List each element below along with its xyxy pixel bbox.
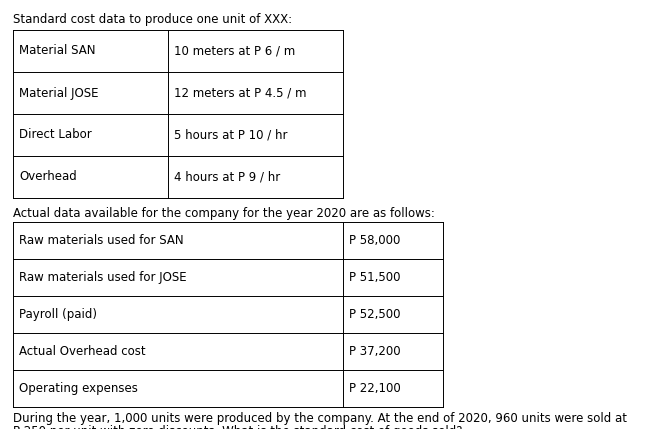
Text: Material SAN: Material SAN (19, 45, 95, 57)
Text: 10 meters at P 6 / m: 10 meters at P 6 / m (174, 45, 295, 57)
Text: P 37,200: P 37,200 (349, 345, 400, 358)
Text: P 51,500: P 51,500 (349, 271, 400, 284)
Text: Raw materials used for JOSE: Raw materials used for JOSE (19, 271, 187, 284)
Text: Material JOSE: Material JOSE (19, 87, 99, 100)
Text: Actual Overhead cost: Actual Overhead cost (19, 345, 145, 358)
Text: During the year, 1,000 units were produced by the company. At the end of 2020, 9: During the year, 1,000 units were produc… (13, 412, 627, 425)
Text: 4 hours at P 9 / hr: 4 hours at P 9 / hr (174, 170, 280, 184)
Text: Direct Labor: Direct Labor (19, 129, 92, 142)
Text: P 250 per unit with zero discounts. What is the standard cost of goods sold?: P 250 per unit with zero discounts. What… (13, 425, 463, 429)
Text: Standard cost data to produce one unit of XXX:: Standard cost data to produce one unit o… (13, 13, 292, 26)
Text: Payroll (paid): Payroll (paid) (19, 308, 97, 321)
Text: 5 hours at P 10 / hr: 5 hours at P 10 / hr (174, 129, 288, 142)
Text: Raw materials used for SAN: Raw materials used for SAN (19, 234, 184, 247)
Text: P 58,000: P 58,000 (349, 234, 400, 247)
Text: P 52,500: P 52,500 (349, 308, 400, 321)
Text: Overhead: Overhead (19, 170, 77, 184)
Text: Operating expenses: Operating expenses (19, 382, 138, 395)
Text: 12 meters at P 4.5 / m: 12 meters at P 4.5 / m (174, 87, 306, 100)
Text: P 22,100: P 22,100 (349, 382, 400, 395)
Text: Actual data available for the company for the year 2020 are as follows:: Actual data available for the company fo… (13, 207, 435, 220)
